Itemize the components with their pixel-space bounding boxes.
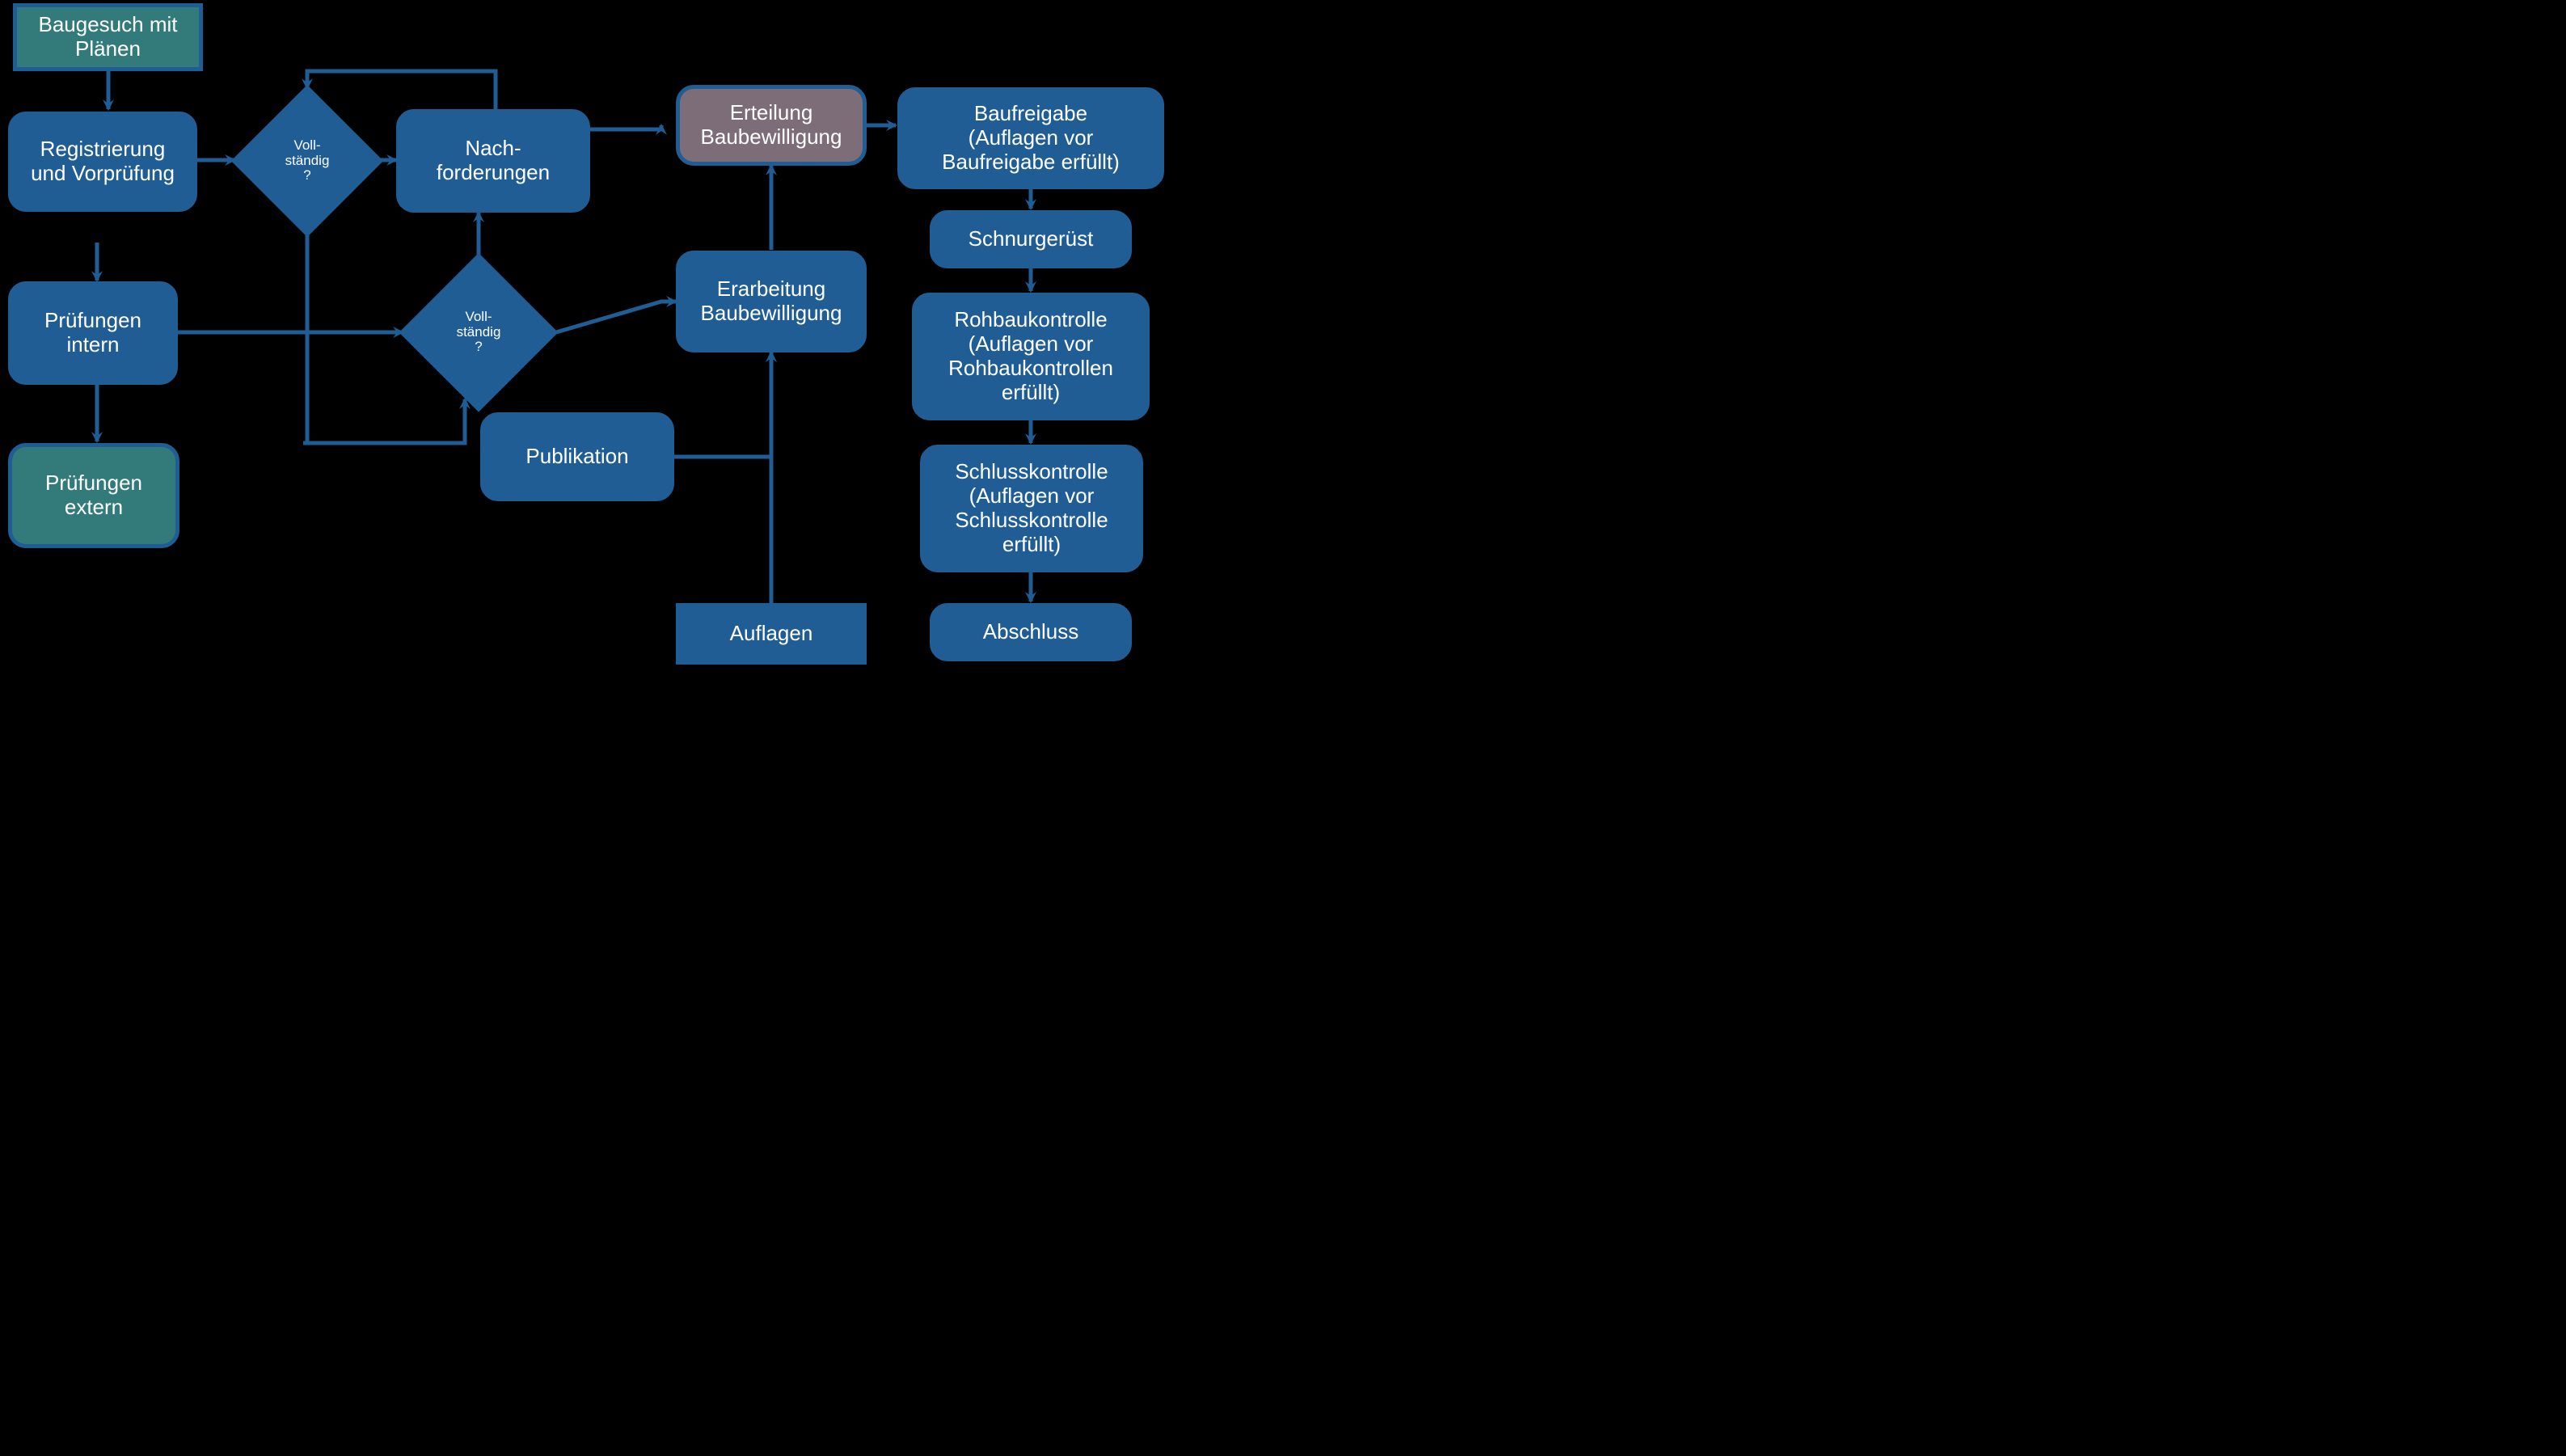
flowchart-node-label: ErarbeitungBaubewilligung [686, 277, 856, 326]
flowchart-edge [674, 352, 771, 457]
flowchart-node-publikation: Publikation [480, 412, 674, 501]
flowchart-node-nachford: Nach-forderungen [396, 109, 590, 213]
flowchart-node-auflagen: Auflagen [676, 603, 867, 665]
flowchart-node-label: Baufreigabe(Auflagen vorBaufreigabe erfü… [908, 102, 1154, 175]
flowchart-node-label: ErteilungBaubewilligung [686, 101, 856, 150]
flowchart-node-rohbau: Rohbaukontrolle(Auflagen vorRohbaukontro… [912, 293, 1150, 420]
flowchart-node-label: Registrierungund Vorprüfung [19, 137, 187, 186]
flowchart-node-label: Abschluss [940, 620, 1121, 644]
flowchart-node-label: Auflagen [686, 622, 856, 646]
flowchart-node-label: Nach-forderungen [407, 137, 580, 185]
flowchart-node-registrierung: Registrierungund Vorprüfung [8, 112, 197, 212]
flowchart-node-pruef_extern: Prüfungenextern [8, 443, 179, 548]
flowchart-node-label: Voll-ständig? [399, 253, 558, 411]
flowchart-node-baugesuch: Baugesuch mitPlänen [13, 3, 203, 71]
flowchart-node-label: Prüfungenintern [19, 309, 167, 357]
flowchart-node-label: Baugesuch mitPlänen [23, 13, 192, 61]
flowchart-node-label: Rohbaukontrolle(Auflagen vorRohbaukontro… [922, 308, 1139, 405]
flowchart-node-schluss: Schlusskontrolle(Auflagen vorSchlusskont… [920, 445, 1143, 572]
flowchart-node-baufreigabe: Baufreigabe(Auflagen vorBaufreigabe erfü… [897, 87, 1164, 189]
flowchart-node-label: Prüfungenextern [19, 471, 169, 520]
flowchart-node-erteilung: ErteilungBaubewilligung [676, 85, 867, 166]
flowchart-edge [590, 125, 661, 129]
flowchart-node-vollst2: Voll-ständig? [399, 253, 558, 411]
flowchart-node-schnurgeruest: Schnurgerüst [930, 210, 1132, 268]
flowchart-node-vollst1: Voll-ständig? [231, 85, 383, 237]
flowchart-node-label: Schlusskontrolle(Auflagen vorSchlusskont… [931, 460, 1133, 557]
flowchart-node-abschluss: Abschluss [930, 603, 1132, 661]
flowchart-node-label: Schnurgerüst [940, 227, 1121, 251]
flowchart-node-label: Publikation [491, 445, 664, 469]
flowchart-node-pruef_intern: Prüfungenintern [8, 281, 178, 385]
flowchart-container: Baugesuch mitPlänen Registrierungund Vorp… [0, 0, 1188, 671]
flowchart-node-label: Voll-ständig? [231, 85, 383, 237]
flowchart-node-erarbeitung: ErarbeitungBaubewilligung [676, 251, 867, 352]
flowchart-edge [556, 302, 676, 332]
